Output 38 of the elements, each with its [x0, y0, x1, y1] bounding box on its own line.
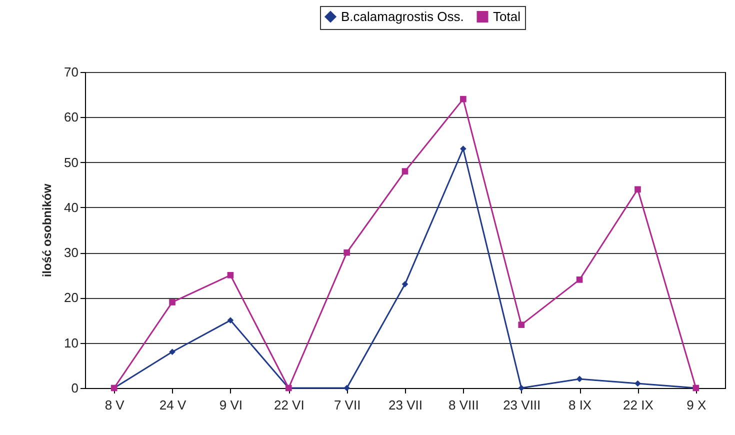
y-tick-label: 50: [64, 154, 78, 170]
point: [344, 384, 350, 392]
y-axis-title: ilość osobników: [40, 183, 54, 278]
point: [169, 348, 176, 356]
y-tick-label: 0: [71, 380, 78, 396]
point: [634, 380, 641, 387]
x-tick-label: 8 VIII: [448, 398, 479, 412]
point: [344, 249, 350, 256]
x-tick-label: 8 V: [104, 398, 125, 412]
point: [634, 186, 641, 193]
point: [402, 168, 408, 174]
x-tick-label: 9 X: [686, 398, 706, 412]
point: [518, 322, 525, 328]
legend-label: B.calamagrostis Oss.: [341, 8, 464, 24]
x-tick-label: 23 VII: [388, 398, 422, 412]
y-tick-label: 70: [64, 64, 78, 80]
y-tick-label: 20: [64, 290, 78, 306]
point: [402, 281, 408, 288]
point: [227, 317, 234, 324]
x-tick-label: 22 VI: [274, 398, 304, 412]
x-tick-label: 9 VI: [219, 398, 243, 412]
y-tick-label: 30: [64, 245, 78, 260]
legend-label: Total: [493, 8, 521, 24]
y-tick-label: 60: [64, 110, 78, 125]
point: [576, 276, 583, 283]
x-tick-label: 23 VIII: [503, 398, 541, 412]
point: [518, 384, 525, 392]
point: [227, 272, 234, 278]
y-tick-label: 40: [64, 200, 78, 215]
point: [460, 96, 466, 102]
y-tick-label: 10: [64, 335, 78, 350]
x-tick-label: 8 IX: [568, 398, 592, 412]
point: [460, 146, 466, 152]
x-tick-label: 7 VII: [334, 398, 361, 412]
x-tick-label: 24 V: [159, 398, 186, 412]
point: [169, 299, 176, 306]
x-tick-label: 22 IX: [623, 398, 654, 412]
point: [576, 376, 583, 382]
